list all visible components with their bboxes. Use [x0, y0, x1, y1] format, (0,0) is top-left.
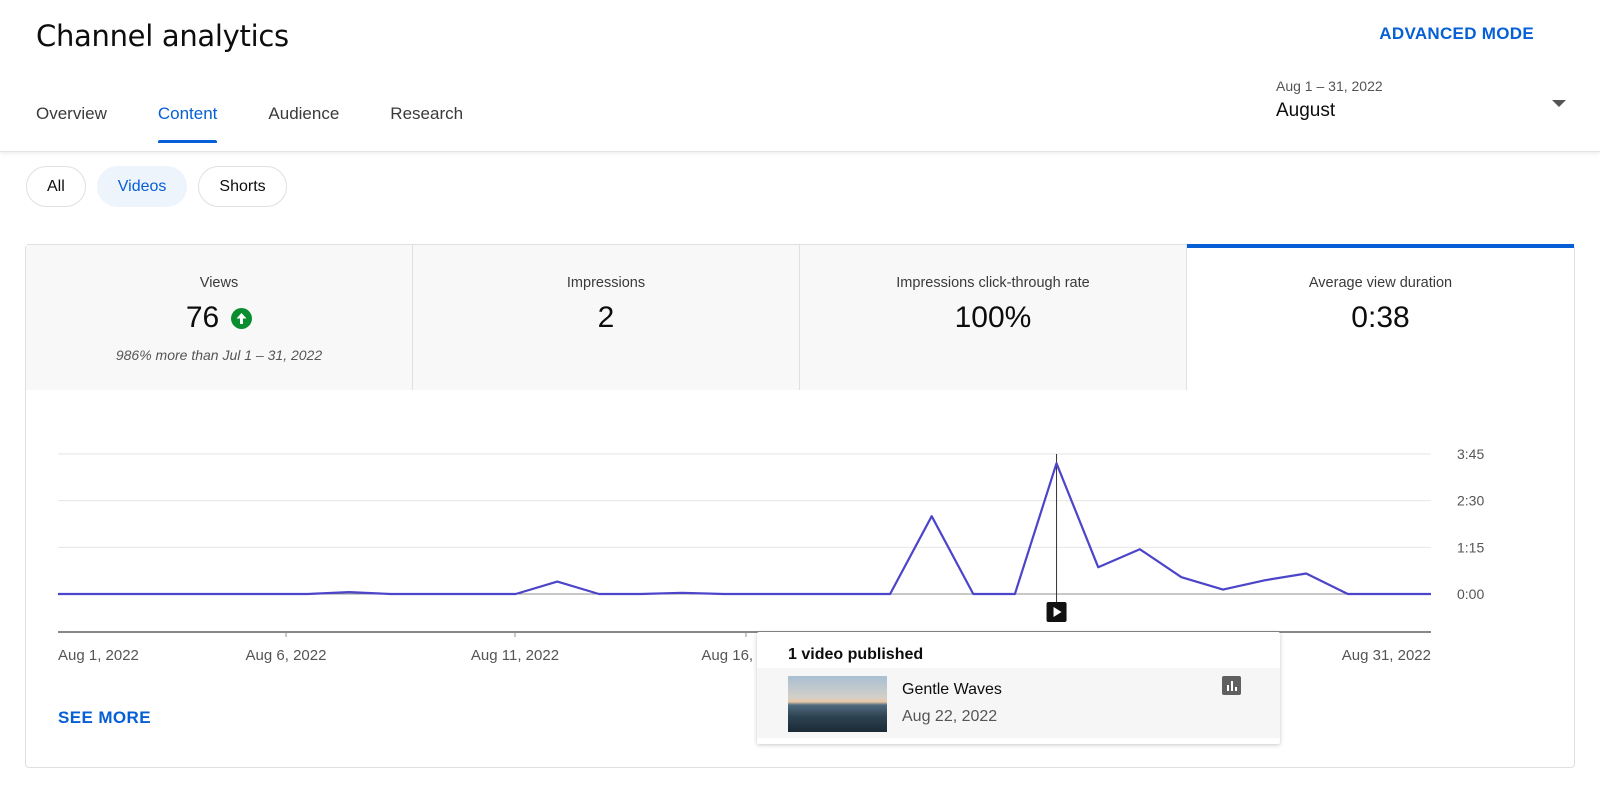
- chart-svg: 0:00 1:15 2:30 3:45 Aug 1, 2022 Aug 6, 2022 Au…: [57, 446, 1484, 664]
- content-type-filter: All Videos Shorts: [26, 166, 298, 207]
- date-range-picker[interactable]: Aug 1 – 31, 2022 August: [1276, 78, 1566, 122]
- metric-tabs: Views 76 986% more than Jul 1 – 31, 2022…: [26, 244, 1574, 390]
- chip-all[interactable]: All: [26, 166, 86, 207]
- see-more-link[interactable]: SEE MORE: [58, 708, 151, 727]
- line-chart[interactable]: 0:00 1:15 2:30 3:45 Aug 1, 2022 Aug 6, 2022 Au…: [26, 390, 1574, 690]
- metric-label: Impressions click-through rate: [896, 275, 1090, 291]
- tooltip-title: 1 video published: [788, 646, 924, 663]
- y-tick-label: 1:15: [1457, 539, 1484, 555]
- video-publish-date: Aug 22, 2022: [902, 708, 998, 725]
- published-video-tooltip: 1 video published Gentle Waves Aug 22, 2…: [757, 632, 1280, 744]
- y-tick-label: 3:45: [1457, 446, 1484, 462]
- x-tick-label: Aug 6, 2022: [246, 647, 327, 664]
- metric-value: 2: [597, 301, 615, 334]
- metric-avg-view-duration[interactable]: Average view duration 0:38: [1187, 244, 1574, 390]
- metric-value-wrap: 76: [185, 301, 253, 335]
- y-tick-label: 0:00: [1457, 586, 1484, 602]
- play-icon-glyph: [1053, 607, 1062, 617]
- analytics-header: Channel analytics ADVANCED MODE Overview…: [0, 0, 1600, 152]
- metric-label: Views: [199, 275, 239, 291]
- page-title: Channel analytics: [36, 19, 289, 53]
- metric-value: 0:38: [1351, 301, 1410, 334]
- chip-videos[interactable]: Videos: [96, 166, 188, 207]
- video-title[interactable]: Gentle Waves: [902, 681, 1002, 698]
- arrow-up-icon: [231, 307, 253, 329]
- metric-value: 76: [185, 301, 220, 334]
- x-tick-label: Aug 31, 2022: [1342, 647, 1431, 664]
- metric-impressions[interactable]: Impressions 2: [413, 245, 800, 390]
- metric-label: Average view duration: [1308, 275, 1453, 291]
- chip-shorts[interactable]: Shorts: [198, 166, 287, 207]
- video-thumbnail[interactable]: [788, 676, 887, 732]
- tab-audience[interactable]: Audience: [268, 104, 340, 123]
- tab-bar: Overview Content Audience Research: [36, 104, 514, 143]
- y-tick-label: 2:30: [1457, 493, 1484, 509]
- x-tick-label: Aug 11, 2022: [471, 647, 559, 664]
- tab-overview[interactable]: Overview: [36, 104, 107, 123]
- tab-content[interactable]: Content: [157, 104, 217, 143]
- tab-research[interactable]: Research: [390, 104, 464, 123]
- date-range-text: Aug 1 – 31, 2022: [1276, 78, 1383, 94]
- date-range-value: August: [1276, 100, 1336, 121]
- stats-icon[interactable]: [1222, 676, 1241, 695]
- metric-ctr[interactable]: Impressions click-through rate 100%: [800, 245, 1187, 390]
- x-tick-label: Aug 1, 2022: [58, 647, 139, 664]
- series-line: [58, 462, 1431, 596]
- metric-views[interactable]: Views 76 986% more than Jul 1 – 31, 2022: [26, 245, 413, 390]
- published-video-item[interactable]: Gentle Waves Aug 22, 2022: [757, 668, 1280, 738]
- metric-comparison: 986% more than Jul 1 – 31, 2022: [115, 347, 323, 363]
- metric-label: Impressions: [566, 275, 646, 291]
- caret-down-icon[interactable]: [1552, 100, 1566, 107]
- metric-value: 100%: [954, 301, 1032, 334]
- advanced-mode-link[interactable]: ADVANCED MODE: [1379, 24, 1534, 43]
